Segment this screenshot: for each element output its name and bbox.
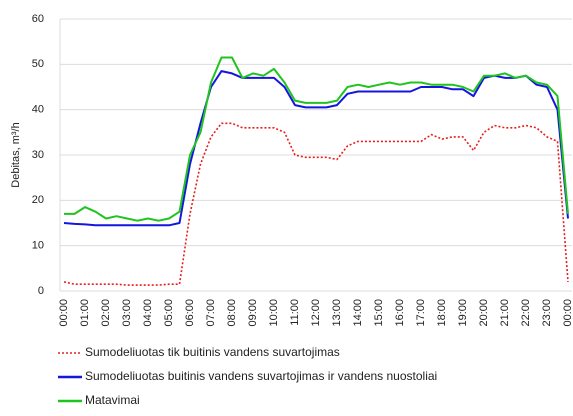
data-line [63, 70, 569, 227]
y-tick-label: 40 [32, 104, 44, 116]
y-tick-label: 0 [38, 285, 44, 297]
y-tick-label: 30 [32, 149, 44, 161]
x-tick-label: 16:00 [394, 299, 406, 327]
x-tick-label: 12:00 [310, 299, 322, 327]
x-tick-label: 04:00 [142, 299, 154, 327]
x-tick-label: 23:00 [541, 299, 553, 327]
x-tick-label: 22:00 [520, 299, 532, 327]
x-tick-label: 02:00 [100, 299, 112, 327]
x-tick-label: 01:00 [79, 299, 91, 327]
y-tick-label: 10 [32, 240, 44, 252]
legend-text: Sumodeliuotas buitinis vandens suvartoji… [85, 369, 437, 383]
x-tick-label: 13:00 [331, 299, 343, 327]
x-tick-label: 19:00 [457, 299, 469, 327]
x-tick-label: 08:00 [226, 299, 238, 327]
x-tick-label: 03:00 [121, 299, 133, 327]
x-tick-label: 18:00 [436, 299, 448, 327]
x-tick-label: 09:00 [247, 299, 259, 327]
x-tick-label: 14:00 [352, 299, 364, 327]
x-tick-label: 20:00 [478, 299, 490, 327]
x-tick-label: 21:00 [499, 299, 511, 327]
data-line [63, 122, 569, 286]
x-tick-label: 17:00 [415, 299, 427, 327]
x-tick-label: 11:00 [289, 299, 301, 326]
data-line [64, 56, 569, 222]
x-tick-label: 06:00 [184, 299, 196, 327]
x-tick-label: 15:00 [373, 299, 385, 327]
legend-text: Matavimai [85, 393, 140, 407]
x-tick-label: 10:00 [268, 299, 280, 327]
legend-text: Sumodeliuotas tik buitinis vandens suvar… [85, 345, 340, 359]
x-tick-label: 05:00 [163, 299, 175, 327]
y-tick-label: 60 [32, 13, 44, 25]
y-axis-label: Debitas, m³/h [10, 122, 22, 187]
x-tick-label: 07:00 [205, 299, 217, 327]
x-tick-label: 00:00 [562, 299, 573, 327]
x-tick-label: 00:00 [58, 299, 70, 327]
y-tick-label: 20 [32, 194, 44, 206]
y-tick-label: 50 [32, 58, 44, 70]
